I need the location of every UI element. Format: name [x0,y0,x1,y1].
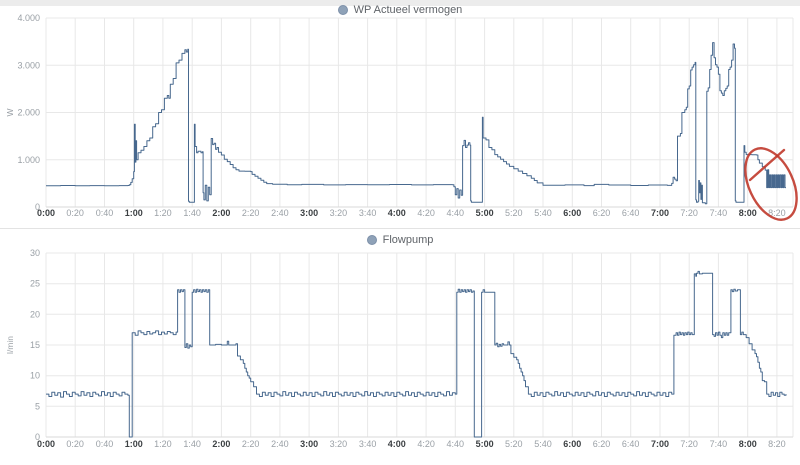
svg-text:5:00: 5:00 [476,208,494,218]
svg-text:2:00: 2:00 [212,208,230,218]
svg-text:8:00: 8:00 [739,439,757,449]
svg-text:7:20: 7:20 [680,208,698,218]
svg-text:2:20: 2:20 [242,439,260,449]
svg-text:6:00: 6:00 [563,439,581,449]
svg-text:5:20: 5:20 [505,208,523,218]
svg-text:7:40: 7:40 [710,208,728,218]
svg-text:2:00: 2:00 [212,439,230,449]
svg-text:5:00: 5:00 [476,439,494,449]
svg-text:4:40: 4:40 [447,208,465,218]
svg-text:3.000: 3.000 [17,60,40,70]
svg-text:5:40: 5:40 [534,439,552,449]
svg-text:8:00: 8:00 [739,208,757,218]
svg-text:0:00: 0:00 [37,208,55,218]
svg-text:10: 10 [30,371,40,381]
svg-text:5:20: 5:20 [505,439,523,449]
svg-text:0: 0 [35,432,40,442]
svg-text:7:40: 7:40 [710,439,728,449]
svg-text:3:00: 3:00 [300,208,318,218]
svg-text:1:40: 1:40 [183,439,201,449]
svg-text:0:20: 0:20 [66,439,84,449]
svg-text:7:20: 7:20 [680,439,698,449]
legend-item-wp-power[interactable]: WP Actueel vermogen [337,4,463,16]
svg-text:6:20: 6:20 [593,439,611,449]
svg-text:2.000: 2.000 [17,108,40,118]
svg-text:W: W [5,108,15,116]
svg-text:4:40: 4:40 [447,439,465,449]
svg-text:8:20: 8:20 [768,208,786,218]
svg-text:5: 5 [35,401,40,411]
svg-text:5:40: 5:40 [534,208,552,218]
svg-text:2:20: 2:20 [242,208,260,218]
svg-text:6:20: 6:20 [593,208,611,218]
svg-text:4:20: 4:20 [417,208,435,218]
svg-text:3:40: 3:40 [359,439,377,449]
svg-text:3:20: 3:20 [330,208,348,218]
svg-text:1:20: 1:20 [154,208,172,218]
svg-text:25: 25 [30,279,40,289]
top-strip [0,0,800,6]
svg-text:30: 30 [30,248,40,258]
svg-text:0:00: 0:00 [37,439,55,449]
svg-text:3:40: 3:40 [359,208,377,218]
svg-text:1.000: 1.000 [17,155,40,165]
svg-text:2:40: 2:40 [271,439,289,449]
svg-text:3:00: 3:00 [300,439,318,449]
svg-text:7:00: 7:00 [651,208,669,218]
svg-text:2:40: 2:40 [271,208,289,218]
svg-text:15: 15 [30,340,40,350]
svg-text:7:00: 7:00 [651,439,669,449]
svg-text:0:40: 0:40 [96,208,114,218]
wp-power-legend: WP Actueel vermogen [0,3,800,17]
legend-dot-0 [337,5,348,15]
svg-text:4:00: 4:00 [388,439,406,449]
legend-item-flowpump[interactable]: Flowpump [366,234,434,246]
legend-label-flowpump: Flowpump [382,234,434,246]
svg-text:0:40: 0:40 [96,439,114,449]
svg-text:0: 0 [35,202,40,212]
red-circle-annotation [744,147,798,221]
legend-dot-1 [366,235,377,245]
svg-text:6:00: 6:00 [563,208,581,218]
chart-divider [0,228,800,229]
flowpump-legend: Flowpump [0,233,800,247]
svg-text:1:00: 1:00 [125,439,143,449]
svg-text:8:20: 8:20 [768,439,786,449]
svg-text:1:00: 1:00 [125,208,143,218]
svg-text:l/min: l/min [5,336,15,354]
svg-text:3:20: 3:20 [330,439,348,449]
svg-text:4.000: 4.000 [17,13,40,23]
svg-text:1:40: 1:40 [183,208,201,218]
svg-text:6:40: 6:40 [622,439,640,449]
svg-text:4:00: 4:00 [388,208,406,218]
legend-label-wp-power: WP Actueel vermogen [353,4,463,16]
svg-text:6:40: 6:40 [622,208,640,218]
svg-text:0:20: 0:20 [66,208,84,218]
svg-text:20: 20 [30,309,40,319]
svg-text:1:20: 1:20 [154,439,172,449]
svg-text:4:20: 4:20 [417,439,435,449]
